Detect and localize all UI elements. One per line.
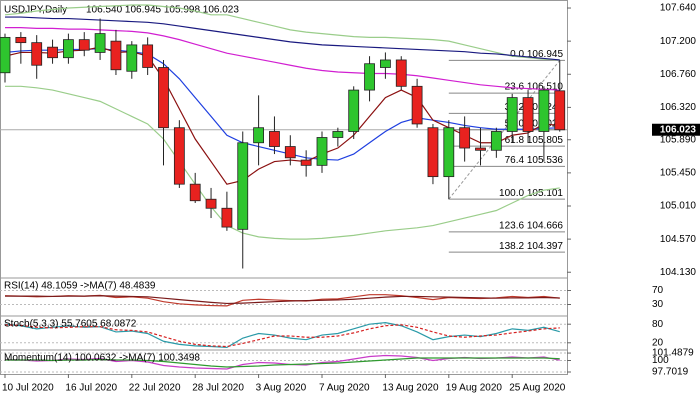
candle-body	[364, 63, 375, 91]
plot-frame	[0, 0, 568, 375]
candle-body	[0, 36, 11, 74]
candle-body	[490, 131, 502, 151]
candle-body	[94, 33, 106, 53]
candle-body	[316, 137, 328, 166]
y-tick-label: 105.890	[660, 134, 697, 145]
candle-body	[63, 39, 74, 59]
indicator-line	[4, 324, 560, 348]
fib-label: 0.0 106.945	[510, 49, 563, 60]
candle-body	[158, 67, 169, 129]
candle-body	[31, 42, 43, 66]
candle-body	[284, 146, 296, 159]
candle-body	[205, 198, 217, 209]
indicator-line	[5, 295, 560, 305]
y-tick-label: 20	[652, 337, 664, 348]
candle-body	[253, 127, 265, 144]
candle-body	[15, 36, 27, 44]
y-tick-label: 107.640	[660, 3, 697, 14]
y-tick-label: 105.450	[660, 168, 697, 179]
y-tick-label: 70	[652, 285, 664, 296]
y-tick-label: 100	[652, 355, 669, 366]
candle-body	[554, 90, 566, 131]
fib-label: 50.0 106.023	[505, 118, 564, 129]
candle-body	[459, 127, 471, 149]
y-tick-label: 80	[652, 319, 664, 330]
fib-label: 100.0 105.101	[499, 188, 563, 199]
candle-body	[506, 97, 518, 132]
y-tick-label: 104.570	[660, 234, 697, 245]
candle-body	[475, 147, 486, 151]
ma-line	[4, 46, 560, 185]
panel-title: Momentum(14) 100.0632 ->MA(7) 100.3498	[4, 353, 200, 364]
x-tick-label: 7 Aug 2020	[319, 383, 370, 394]
candle-body	[411, 85, 423, 125]
candle-body	[395, 59, 407, 87]
candle-body	[142, 44, 154, 68]
fib-label: 123.6 104.666	[499, 221, 563, 232]
y-tick-label: 30	[652, 299, 664, 310]
x-tick-label: 16 Jul 2020	[65, 383, 117, 394]
ma-line	[4, 48, 560, 161]
y-tick-label: 105.010	[660, 201, 697, 212]
indicator-line	[5, 357, 560, 368]
candle-body	[237, 142, 249, 230]
candle-body	[348, 89, 360, 132]
chart-title: USDJPY,Daily	[4, 5, 67, 16]
candle-body	[269, 131, 280, 147]
candle-body	[126, 44, 138, 72]
y-tick-label: 97.7019	[652, 367, 689, 378]
candle-body	[379, 59, 391, 68]
fib-label: 23.6 106.510	[505, 82, 564, 93]
x-tick-label: 3 Aug 2020	[256, 383, 307, 394]
x-tick-label: 28 Jul 2020	[192, 383, 244, 394]
candle-body	[78, 39, 90, 51]
candle-body	[538, 89, 550, 132]
fib-label: 76.4 105.536	[505, 155, 564, 166]
candle-body	[443, 127, 455, 178]
ma-line	[5, 26, 560, 91]
fib-label: 61.8 105.805	[505, 135, 564, 146]
candle-body	[47, 46, 58, 59]
ma-line	[4, 4, 560, 61]
x-tick-label: 25 Aug 2020	[509, 383, 566, 394]
candle-body	[110, 40, 122, 71]
y-tick-label: 104.130	[660, 267, 697, 278]
y-tick-label: 106.760	[660, 69, 697, 80]
panel-title: RSI(14) 48.1059 ->MA(7) 48.4839	[4, 281, 156, 292]
last-price-label: 106.023	[660, 124, 697, 135]
chart-subtitle: 106.540 106.945 105.998 106.023	[86, 5, 239, 16]
candle-body	[221, 207, 233, 228]
candle-body	[189, 183, 201, 202]
candle-body	[332, 131, 344, 138]
candle-body	[427, 127, 439, 178]
x-tick-label: 19 Aug 2020	[446, 383, 503, 394]
fib-label: 38.2 106.241	[505, 102, 564, 113]
fib-label: 138.2 104.397	[499, 241, 563, 252]
x-tick-label: 22 Jul 2020	[129, 383, 181, 394]
x-tick-label: 10 Jul 2020	[2, 383, 54, 394]
candle-body	[173, 127, 185, 185]
candle-body	[522, 97, 534, 132]
x-tick-label: 13 Aug 2020	[382, 383, 439, 394]
y-tick-label: 107.200	[660, 36, 697, 47]
y-tick-label: 106.320	[660, 102, 697, 113]
candle-body	[300, 159, 312, 166]
last-price-box	[652, 123, 700, 136]
panel-title: Stoch(5,3,3) 55.7605 68.0872	[4, 319, 137, 330]
y-tick-label: 101.4879	[652, 348, 694, 359]
ma-line	[5, 85, 560, 240]
ma-line	[5, 16, 560, 61]
